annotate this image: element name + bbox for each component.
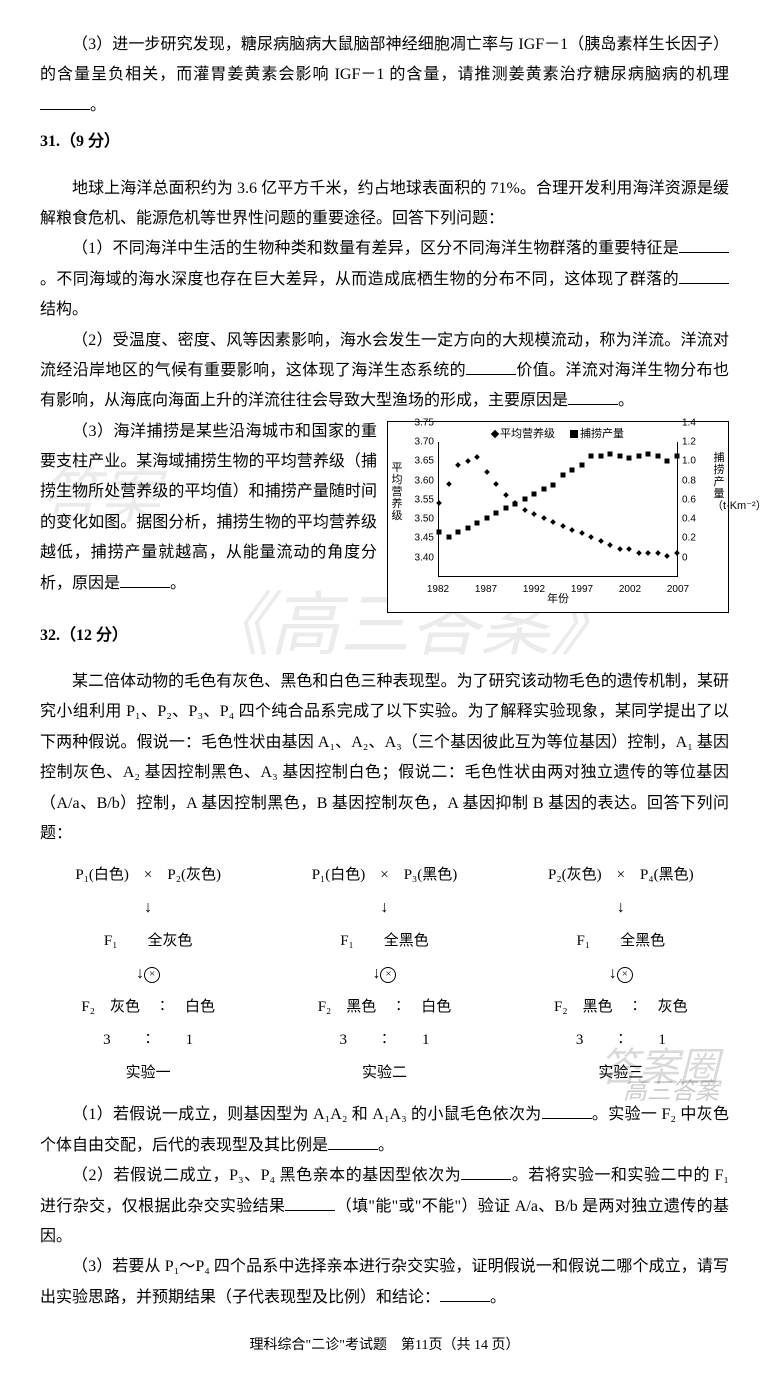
arrow-down-icon: ↓ bbox=[144, 900, 152, 916]
blank bbox=[461, 1163, 511, 1180]
ratio: 3 ∶ 1 bbox=[40, 1024, 256, 1057]
q30-part3: （3）进一步研究发现，糖尿病脑病大鼠脑部神经细胞凋亡率与 IGF－1（胰岛素样生… bbox=[40, 30, 729, 121]
arrow-down-icon: ↓ bbox=[617, 900, 625, 916]
cross-2: P₁(白色) × P₃(黑色) ↓ F₁ 全黑色 ↓× F₂ 黑色 ∶ 白色 3… bbox=[276, 859, 492, 1090]
arrow-down-icon: ↓ bbox=[380, 900, 388, 916]
f1-label: F₁ bbox=[340, 933, 354, 949]
ratio: 3 ∶ 1 bbox=[513, 1024, 729, 1057]
q32-p1: （1）若假说一成立，则基因型为 A₁A₂ 和 A₁A₃ 的小鼠毛色依次为。实验一… bbox=[40, 1100, 729, 1161]
f1-pheno: 全黑色 bbox=[384, 933, 429, 949]
text: （3）若要从 P₁～P₄ 四个品系中选择亲本进行杂交实验，证明假说一和假说二哪个… bbox=[40, 1258, 729, 1305]
cross-1: P₁(白色) × P₂(灰色) ↓ F₁ 全灰色 ↓× F₂ 灰色 ∶ 白色 3… bbox=[40, 859, 256, 1090]
q31-p1: （1）不同海洋中生活的生物种类和数量有差异，区分不同海洋生物群落的重要特征是。不… bbox=[40, 234, 729, 325]
blank bbox=[120, 571, 170, 588]
blank bbox=[440, 1285, 490, 1302]
text: 。不同海域的海水深度也存在巨大差异，从而造成底栖生物的分布不同，这体现了群落的 bbox=[40, 271, 679, 288]
plot-area bbox=[438, 442, 678, 577]
f2-pheno: 黑色 ∶ 白色 bbox=[346, 999, 451, 1015]
diamond-icon bbox=[491, 430, 499, 438]
text: 。 bbox=[378, 1137, 394, 1154]
parent-line: P₁(白色) × P₃(黑色) bbox=[276, 859, 492, 892]
ratio: 3 ∶ 1 bbox=[276, 1024, 492, 1057]
cross-3: P₂(灰色) × P₄(黑色) ↓ F₁ 全黑色 ↓× F₂ 黑色 ∶ 灰色 3… bbox=[513, 859, 729, 1090]
cross-label: 实验一 bbox=[40, 1057, 256, 1090]
y2-axis-label: 捕捞产量（t·Km⁻²） bbox=[712, 452, 726, 512]
f1-pheno: 全灰色 bbox=[147, 933, 192, 949]
f1-label: F₁ bbox=[577, 933, 591, 949]
legend-label: 平均营养级 bbox=[500, 428, 555, 440]
q30-part3-end: 。 bbox=[90, 97, 106, 114]
blank bbox=[679, 236, 729, 253]
q32-header: 32.（12 分） bbox=[40, 621, 729, 651]
q31-p2: （2）受温度、密度、风等因素影响，海水会发生一定方向的大规模流动，称为洋流。洋流… bbox=[40, 326, 729, 417]
y2-ticks: 00.20.40.60.81.01.21.4 bbox=[680, 442, 710, 577]
q32-p2: （2）若假说二成立，P₃、P₄ 黑色亲本的基因型依次为。若将实验一和实验二中的 … bbox=[40, 1161, 729, 1252]
blank bbox=[466, 358, 516, 375]
blank bbox=[542, 1102, 592, 1119]
y1-axis-label: 平均营养级 bbox=[390, 462, 404, 522]
arrow-down-icon: ↓ bbox=[136, 966, 144, 982]
self-cross-icon: × bbox=[617, 967, 633, 983]
text: 结构。 bbox=[40, 301, 88, 318]
arrow-down-icon: ↓ bbox=[372, 966, 380, 982]
cross-label: 实验二 bbox=[276, 1057, 492, 1090]
x-axis-label: 年份 bbox=[388, 589, 728, 610]
f2-label: F₂ bbox=[318, 999, 332, 1015]
arrow-down-icon: ↓ bbox=[609, 966, 617, 982]
f2-pheno: 灰色 ∶ 白色 bbox=[110, 999, 215, 1015]
blank bbox=[679, 267, 729, 284]
chart-trophic-catch: 平均营养级 捕捞产量 平均营养级 捕捞产量（t·Km⁻²） 3.403.453.… bbox=[387, 421, 729, 613]
page-footer: 理科综合"二诊"考试题 第11页（共 14 页） bbox=[40, 1333, 729, 1360]
q31-intro: 地球上海洋总面积约为 3.6 亿平方千米，约占地球表面积的 71%。合理开发利用… bbox=[40, 174, 729, 235]
blank bbox=[568, 388, 618, 405]
text: （3）海洋捕捞是某些沿海城市和国家的重要支柱产业。某海域捕捞生物的平均营养级（捕… bbox=[40, 423, 377, 592]
text: （1）若假说一成立，则基因型为 A₁A₂ 和 A₁A₃ 的小鼠毛色依次为 bbox=[72, 1106, 542, 1123]
y1-ticks: 3.403.453.503.553.603.653.703.75 bbox=[406, 442, 436, 577]
f2-label: F₂ bbox=[81, 999, 95, 1015]
f1-label: F₁ bbox=[104, 933, 118, 949]
text: 。 bbox=[170, 575, 186, 592]
self-cross-icon: × bbox=[144, 967, 160, 983]
legend-label: 捕捞产量 bbox=[580, 428, 624, 440]
q30-part3-text: （3）进一步研究发现，糖尿病脑病大鼠脑部神经细胞凋亡率与 IGF－1（胰岛素样生… bbox=[40, 36, 729, 83]
square-icon bbox=[570, 430, 578, 438]
text: 。 bbox=[490, 1289, 506, 1306]
blank bbox=[40, 93, 90, 110]
text: （2）若假说二成立，P₃、P₄ 黑色亲本的基因型依次为 bbox=[72, 1167, 461, 1184]
self-cross-icon: × bbox=[380, 967, 396, 983]
f1-pheno: 全黑色 bbox=[620, 933, 665, 949]
blank bbox=[328, 1133, 378, 1150]
q31-header: 31.（9 分） bbox=[40, 127, 729, 157]
f2-label: F₂ bbox=[554, 999, 568, 1015]
f2-pheno: 黑色 ∶ 灰色 bbox=[583, 999, 688, 1015]
q32-p3: （3）若要从 P₁～P₄ 四个品系中选择亲本进行杂交实验，证明假说一和假说二哪个… bbox=[40, 1252, 729, 1313]
text: （1）不同海洋中生活的生物种类和数量有差异，区分不同海洋生物群落的重要特征是 bbox=[72, 240, 679, 257]
text: 。 bbox=[618, 392, 634, 409]
cross-label: 实验三 bbox=[513, 1057, 729, 1090]
cross-diagrams: P₁(白色) × P₂(灰色) ↓ F₁ 全灰色 ↓× F₂ 灰色 ∶ 白色 3… bbox=[40, 859, 729, 1090]
blank bbox=[285, 1194, 335, 1211]
parent-line: P₂(灰色) × P₄(黑色) bbox=[513, 859, 729, 892]
q32-intro: 某二倍体动物的毛色有灰色、黑色和白色三种表现型。为了研究该动物毛色的遗传机制，某… bbox=[40, 667, 729, 849]
parent-line: P₁(白色) × P₂(灰色) bbox=[40, 859, 256, 892]
